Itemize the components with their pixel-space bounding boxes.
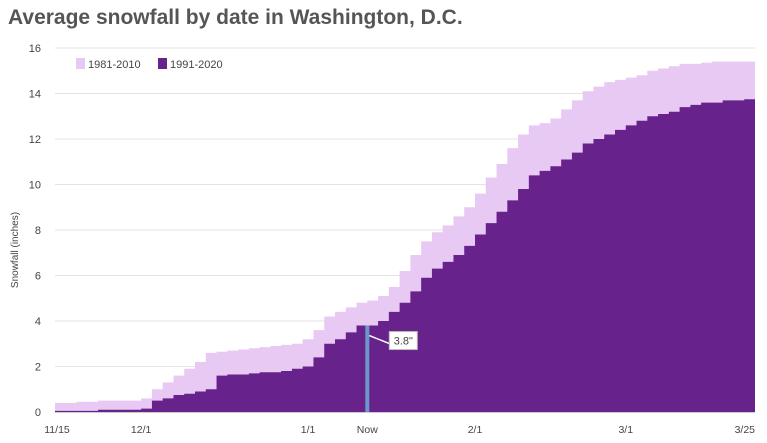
legend-swatch-1991-2020 xyxy=(158,58,167,69)
legend-swatch-1981-2010 xyxy=(76,58,85,69)
y-tick-label: 16 xyxy=(29,43,41,55)
chart-title: Average snowfall by date in Washington, … xyxy=(8,6,463,29)
x-tick-label: Now xyxy=(357,424,378,436)
now-marker-group: 3.8" xyxy=(365,325,418,412)
x-tick-label: 3/1 xyxy=(618,424,633,436)
y-tick-label: 14 xyxy=(29,89,41,101)
x-tick-label: 2/1 xyxy=(468,424,483,436)
y-axis: 0 2 4 6 8 10 12 14 16 xyxy=(29,43,41,419)
series-areas xyxy=(55,61,755,413)
y-tick-label: 10 xyxy=(29,180,41,192)
y-axis-label: Snowfall (inches) xyxy=(10,212,21,288)
annotation-label: 3.8" xyxy=(394,336,413,348)
annotation-box xyxy=(388,331,418,351)
y-tick-label: 8 xyxy=(35,225,41,237)
x-axis: 11/15 12/1 1/1 Now 2/1 3/1 3/25 xyxy=(44,424,755,436)
y-tick-label: 0 xyxy=(35,407,41,419)
legend-label: 1991-2020 xyxy=(170,59,223,71)
x-tick-label: 3/25 xyxy=(735,424,756,436)
annotation-leader xyxy=(369,334,390,345)
y-tick-label: 12 xyxy=(29,134,41,146)
legend: 1981-2010 1991-2020 xyxy=(76,58,223,71)
y-tick-label: 4 xyxy=(35,316,41,328)
y-tick-label: 6 xyxy=(35,271,41,283)
series-area-1991-2020 xyxy=(55,98,755,413)
y-tick-label: 2 xyxy=(35,362,41,374)
now-marker-bar xyxy=(365,325,370,412)
x-tick-label: 11/15 xyxy=(44,424,70,436)
legend-label: 1981-2010 xyxy=(88,59,141,71)
x-tick-label: 12/1 xyxy=(131,424,152,436)
x-tick-label: 1/1 xyxy=(301,424,316,436)
